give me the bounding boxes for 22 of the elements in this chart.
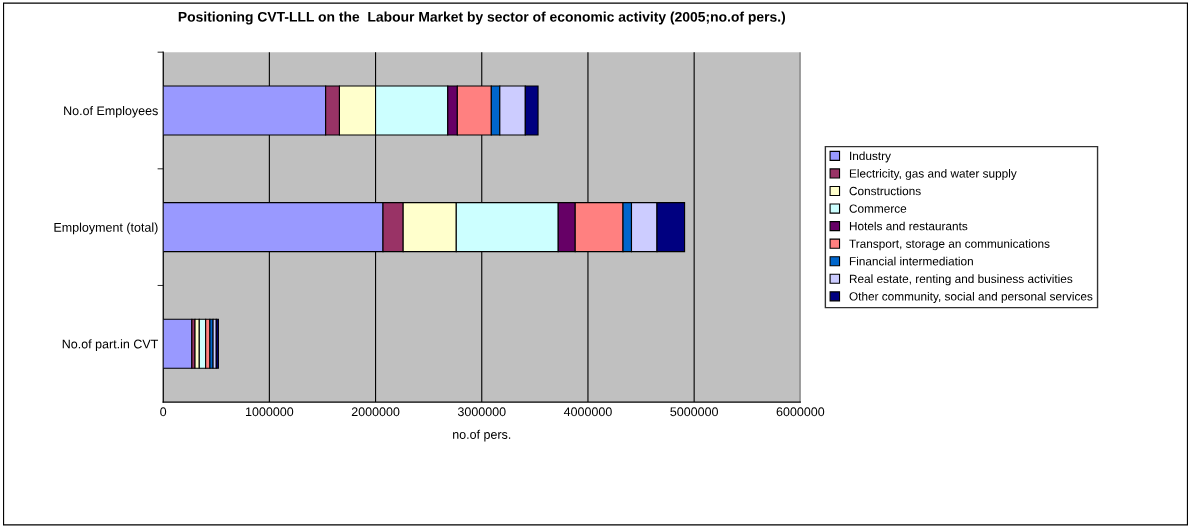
legend-label: Transport, storage an communications: [849, 239, 1050, 251]
x-tick-label: 0: [160, 407, 167, 417]
x-tick-label: 4000000: [563, 407, 612, 417]
y-tick-label: No.of part.in CVT: [62, 339, 159, 351]
y-tick-label: Employment (total): [54, 222, 158, 235]
x-tick-label: 3000000: [457, 407, 506, 417]
legend-label: Other community, social and personal services: [849, 291, 1093, 303]
legend-label: Real estate, renting and business activities: [849, 274, 1073, 286]
legend-label: Financial intermediation: [849, 256, 973, 266]
x-tick-label: 2000000: [351, 407, 400, 417]
legend-label: Commerce: [849, 204, 907, 213]
x-tick-label: 5000000: [670, 407, 718, 417]
x-axis-title: no.of pers.: [453, 429, 511, 442]
legend-label: Electricity, gas and water supply: [849, 168, 1017, 180]
legend-label: Hotels and restaurants: [849, 221, 968, 231]
legend-label: Industry: [850, 151, 891, 163]
legend-label: Constructions: [849, 186, 921, 196]
x-tick-label: 1000000: [245, 407, 294, 417]
y-tick-label: No.of Employees: [64, 105, 158, 118]
bar: [163, 318, 193, 369]
x-tick-label: 6000000: [776, 407, 825, 417]
chart-title: Positioning CVT-LLL on the Labour Market by sector of economic activity (2005;no.of pers.): [178, 11, 786, 25]
